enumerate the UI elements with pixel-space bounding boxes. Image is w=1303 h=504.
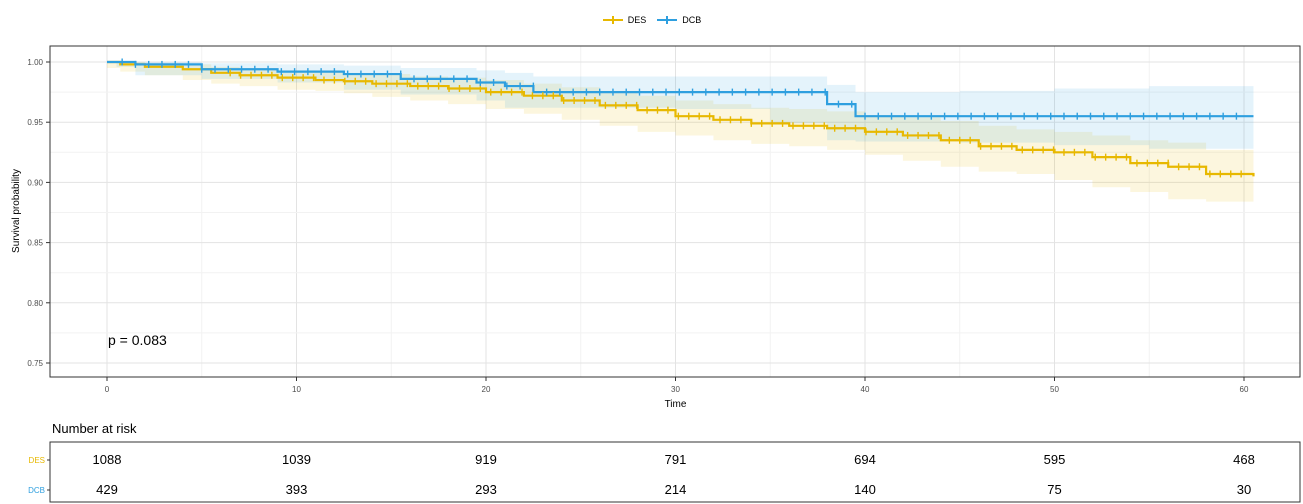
legend-item-des: DES <box>602 13 647 27</box>
axes: 0 10 20 30 40 50 60 0.75 0.80 0.85 0.90 0.95 1.00 <box>27 58 1249 394</box>
legend-label-dcb: DCB <box>682 15 702 25</box>
y-tick-label: 0.90 <box>27 178 43 187</box>
x-tick-label: 0 <box>105 385 110 394</box>
risk-cell-des: 1039 <box>282 452 311 467</box>
risk-cell-des: 468 <box>1233 452 1255 467</box>
y-tick-label: 1.00 <box>27 58 43 67</box>
risk-cell-des: 595 <box>1044 452 1066 467</box>
legend-label-des: DES <box>627 15 647 25</box>
legend-key-dcb-icon <box>657 16 678 24</box>
confidence-bands <box>107 62 1254 202</box>
x-tick-label: 10 <box>292 385 301 394</box>
x-tick-label: 30 <box>671 385 680 394</box>
annotation-pvalue: p = 0.083 <box>108 332 167 348</box>
y-tick-label: 0.80 <box>27 299 43 308</box>
grid <box>50 46 1300 377</box>
risk-table-title: Number at risk <box>52 421 137 436</box>
risk-cell-des: 919 <box>475 452 497 467</box>
risk-cell-dcb: 429 <box>96 482 118 497</box>
risk-cell-dcb: 293 <box>475 482 497 497</box>
legend-key-des-icon <box>602 16 623 24</box>
censor-marks <box>121 58 1242 178</box>
x-tick-label: 50 <box>1050 385 1059 394</box>
y-tick-label: 0.75 <box>27 359 43 368</box>
risk-cell-dcb: 75 <box>1047 482 1061 497</box>
risk-cell-dcb: 30 <box>1237 482 1251 497</box>
risk-cell-des: 1088 <box>93 452 122 467</box>
risk-row-label-dcb: DCB <box>28 486 45 495</box>
risk-cell-dcb: 214 <box>665 482 687 497</box>
risk-cell-des: 791 <box>665 452 687 467</box>
y-tick-label: 0.85 <box>27 239 43 248</box>
y-tick-label: 0.95 <box>27 118 43 127</box>
risk-cell-des: 694 <box>854 452 876 467</box>
risk-cell-dcb: 393 <box>286 482 308 497</box>
x-tick-label: 60 <box>1240 385 1249 394</box>
x-tick-label: 20 <box>482 385 491 394</box>
survival-line-des <box>107 60 1255 177</box>
x-axis-label: Time <box>665 399 687 410</box>
legend: DES DCB <box>0 10 1303 30</box>
x-tick-label: 40 <box>861 385 870 394</box>
ci-band-dcb <box>107 62 1254 149</box>
ci-band-des <box>107 62 1254 202</box>
y-axis-label: Survival probability <box>11 169 22 253</box>
legend-item-dcb: DCB <box>656 13 701 27</box>
risk-table: DES 1088 1039 919 791 694 595 468 DCB 429 393 293 21… <box>28 452 1255 497</box>
risk-cell-dcb: 140 <box>854 482 876 497</box>
risk-table-border <box>49 441 1301 503</box>
risk-row-label-des: DES <box>29 456 45 465</box>
